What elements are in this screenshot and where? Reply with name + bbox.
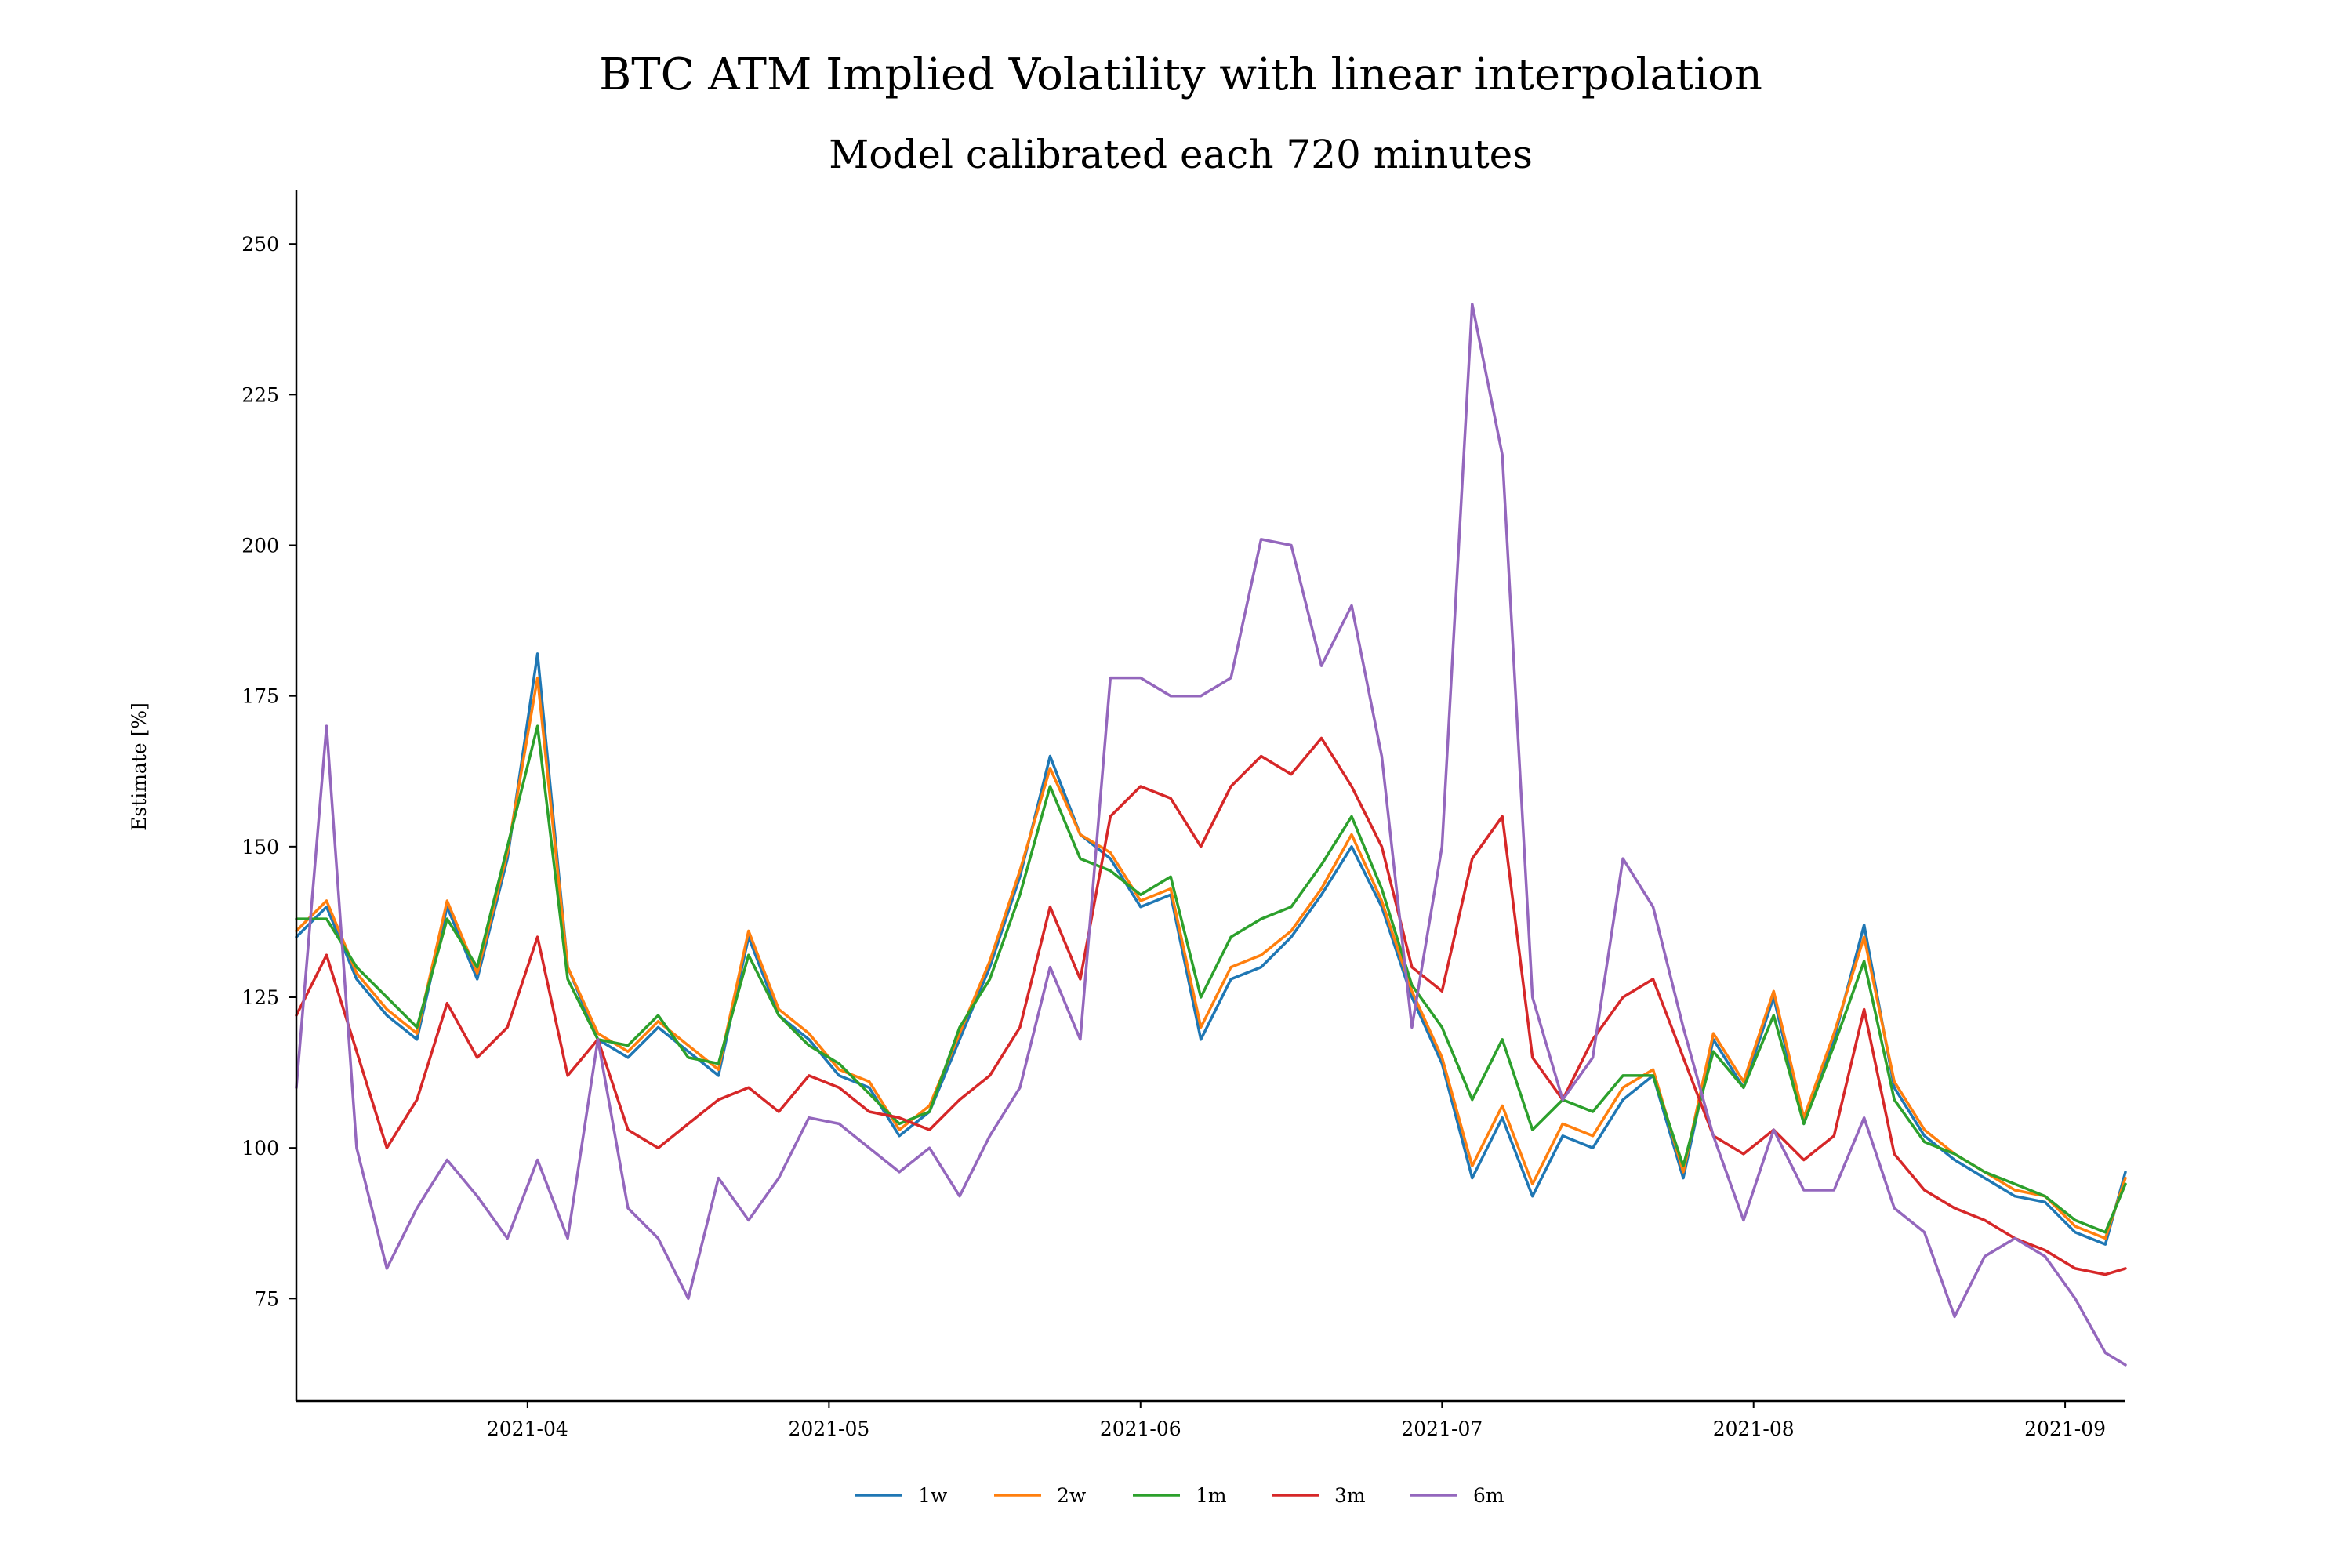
chart-subtitle: Model calibrated each 720 minutes: [829, 132, 1533, 177]
legend-label-1w: 1w: [918, 1484, 948, 1507]
y-tick-group: 75 100 125 150 175 200 225 250: [241, 233, 296, 1310]
y-tick-label: 225: [241, 383, 279, 406]
x-tick-label: 2021-08: [1713, 1417, 1795, 1440]
legend-label-6m: 6m: [1473, 1484, 1504, 1507]
y-tick-label: 100: [241, 1137, 279, 1160]
series-line-2w: [295, 676, 2127, 1240]
x-tick-label: 2021-06: [1100, 1417, 1181, 1440]
legend: 1w 2w 1m 3m 6m: [855, 1484, 1504, 1507]
y-tick-label: 75: [254, 1287, 279, 1310]
y-tick-label: 150: [241, 836, 279, 858]
y-tick-label: 125: [241, 986, 279, 1009]
legend-label-3m: 3m: [1334, 1484, 1366, 1507]
series-layer: [295, 303, 2127, 1367]
legend-label-1m: 1m: [1196, 1484, 1227, 1507]
series-line-1m: [295, 724, 2127, 1234]
series-line-1w: [295, 652, 2127, 1246]
y-tick-label: 200: [241, 535, 279, 557]
y-axis-label: Estimate [%]: [128, 702, 151, 831]
x-tick-label: 2021-09: [2024, 1417, 2106, 1440]
series-line-6m: [295, 303, 2127, 1367]
y-tick-label: 175: [241, 685, 279, 708]
x-tick-label: 2021-05: [788, 1417, 869, 1440]
x-tick-label: 2021-04: [487, 1417, 568, 1440]
x-tick-group: 2021-04 2021-05 2021-06 2021-07 2021-08 2021-…: [487, 1401, 2106, 1440]
series-line-3m: [295, 736, 2127, 1276]
chart-title: BTC ATM Implied Volatility with linear i…: [599, 49, 1762, 100]
legend-label-2w: 2w: [1057, 1484, 1087, 1507]
x-tick-label: 2021-07: [1401, 1417, 1483, 1440]
y-tick-label: 250: [241, 233, 279, 256]
